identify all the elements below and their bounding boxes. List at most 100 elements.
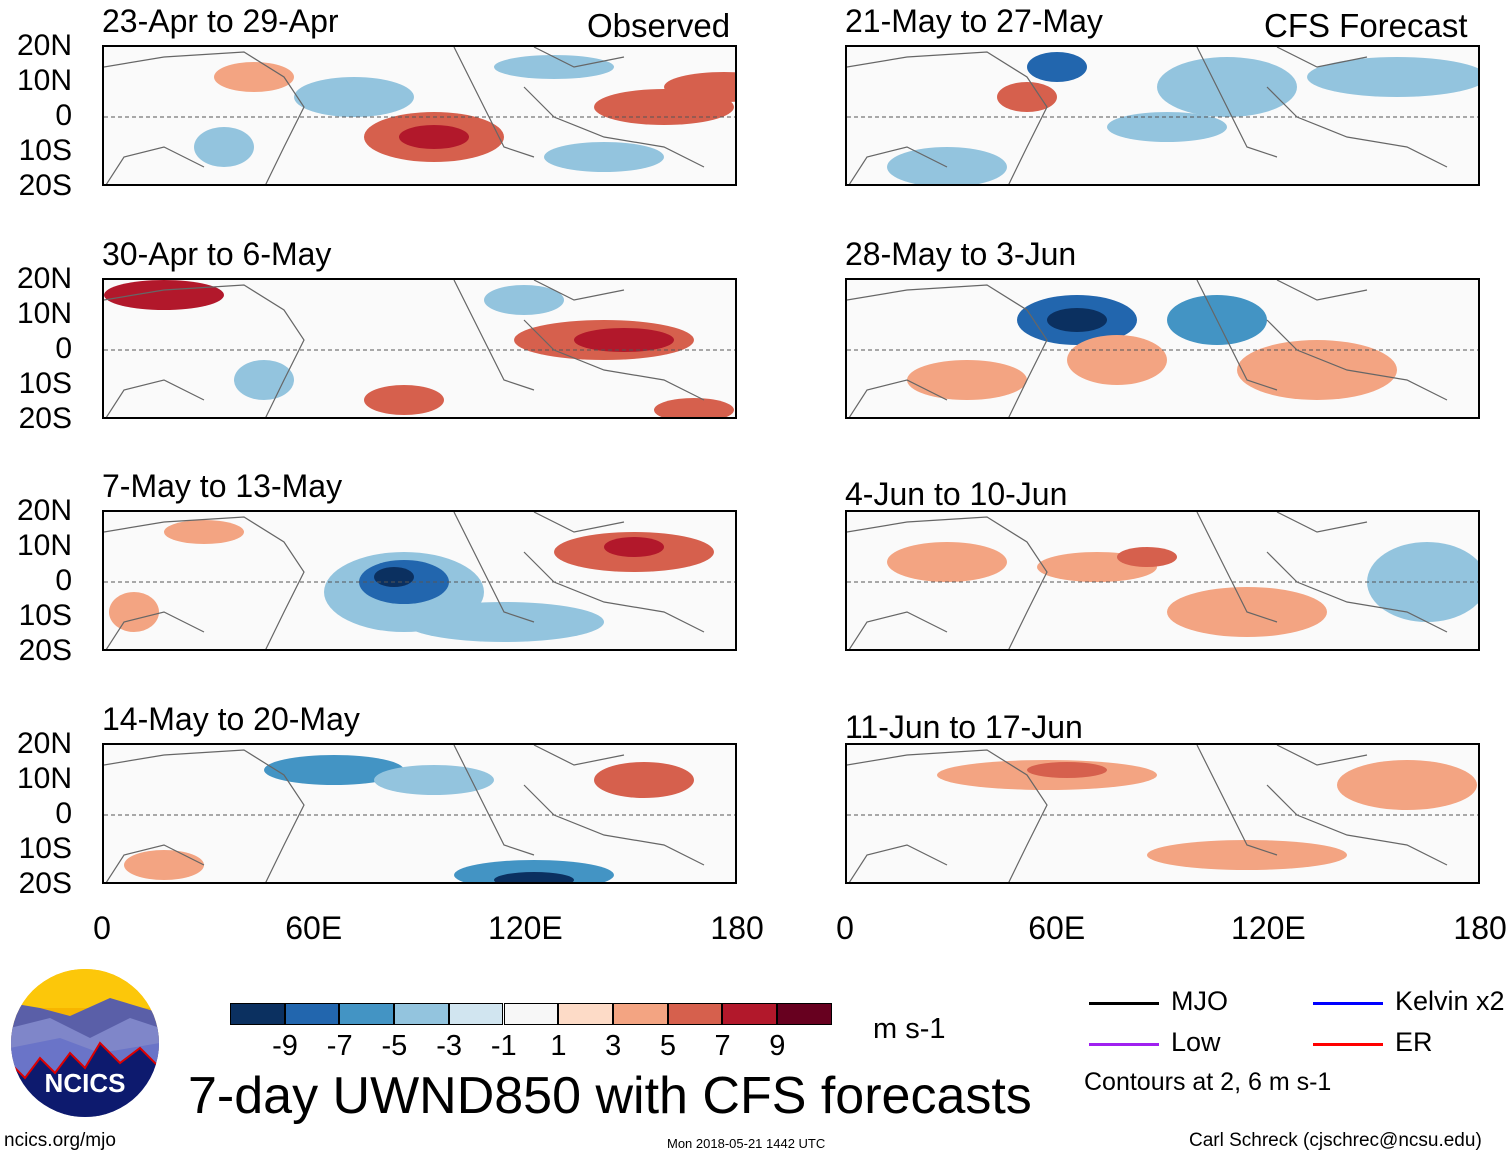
anomaly-shading [194, 127, 254, 167]
anomaly-shading [109, 592, 159, 632]
anomaly-shading [1237, 340, 1397, 400]
map-panel [845, 278, 1480, 419]
colorbar-swatch [339, 1003, 395, 1025]
coastline [847, 280, 1448, 417]
coastline [104, 512, 705, 649]
colorbar-swatch [667, 1003, 723, 1025]
anomaly-shading [124, 850, 204, 880]
legend-line-mjo [1089, 1002, 1159, 1005]
colorbar-label: -7 [326, 1030, 353, 1062]
anomaly-shading [364, 385, 444, 415]
coastline [847, 512, 1448, 649]
anomaly-shading [454, 860, 614, 882]
legend-line-kelvin [1313, 1002, 1383, 1005]
logo-text: NCICS [45, 1068, 126, 1098]
legend-label: Kelvin x2 [1395, 986, 1505, 1016]
panel-title: 21-May to 27-May [845, 3, 1103, 39]
footer-timestamp: Mon 2018-05-21 1442 UTC [667, 1136, 826, 1151]
forecast-label: CFS Forecast [1264, 7, 1468, 44]
panel-title: 11-Jun to 17-Jun [845, 709, 1083, 745]
lat-label: 20N [16, 727, 72, 760]
anomaly-shading [664, 72, 735, 102]
footer-author: Carl Schreck (cjschrec@ncsu.edu) [1189, 1130, 1482, 1151]
lat-label: 10S [18, 367, 72, 400]
anomaly-shading [234, 360, 294, 400]
panel-title: 28-May to 3-Jun [845, 236, 1077, 272]
colorbar-swatch [558, 1003, 613, 1025]
anomaly-shading [887, 147, 1007, 184]
anomaly-shading [654, 398, 734, 417]
anomaly-shading [604, 537, 664, 557]
anomaly-shading [1027, 52, 1087, 82]
colorbar-label: 1 [550, 1030, 567, 1062]
lat-label: 0 [55, 99, 72, 132]
colorbar-label: 7 [714, 1030, 731, 1062]
lat-label: 20S [18, 402, 72, 435]
anomaly-shading [494, 55, 614, 79]
legend-label: MJO [1171, 986, 1228, 1016]
map-panel [102, 510, 737, 651]
map-panel [845, 510, 1480, 651]
anomaly-shading [214, 62, 294, 92]
anomaly-shading [1067, 335, 1167, 385]
coastline [104, 280, 705, 417]
lon-label: 180 [710, 910, 764, 946]
anomaly-shading [544, 142, 664, 172]
lon-label: 120E [488, 910, 563, 946]
colorbar-label: 9 [769, 1030, 786, 1062]
lat-label: 10S [18, 599, 72, 632]
anomaly-shading [574, 328, 674, 352]
anomaly-shading [1307, 57, 1478, 97]
anomaly-shading [1047, 308, 1107, 332]
colorbar-swatch [612, 1003, 668, 1025]
anomaly-shading [1337, 760, 1477, 810]
figure-title: 7-day UWND850 with CFS forecasts [188, 1067, 1032, 1125]
lon-label: 180 [1453, 910, 1507, 946]
ncics-logo: NCICS [10, 968, 160, 1118]
anomaly-shading [1147, 840, 1347, 870]
anomaly-shading [374, 765, 494, 795]
lat-label: 10N [16, 64, 72, 97]
anomaly-shading [1117, 547, 1177, 567]
map-panel [845, 45, 1480, 186]
anomaly-shading [399, 125, 469, 149]
colorbar-label: 5 [659, 1030, 676, 1062]
map-panel [102, 743, 737, 884]
footer-url[interactable]: ncics.org/mjo [4, 1130, 116, 1151]
anomaly-shading [264, 755, 404, 785]
anomaly-shading [374, 567, 414, 587]
colorbar-swatch [777, 1003, 832, 1025]
lat-label: 0 [55, 564, 72, 597]
lat-label: 20S [18, 867, 72, 900]
lat-label: 10S [18, 832, 72, 865]
lat-label: 10S [18, 134, 72, 167]
coastline [104, 47, 705, 184]
colorbar-label: -9 [272, 1030, 298, 1062]
colorbar-swatch [448, 1003, 504, 1025]
coastline [847, 745, 1448, 882]
lat-label: 20S [18, 169, 72, 202]
anomaly-shading [164, 520, 244, 544]
map-panel [102, 278, 737, 419]
lon-label: 0 [93, 910, 111, 946]
observed-label: Observed [587, 7, 731, 44]
colorbar-swatch [503, 1003, 559, 1025]
panel-title: 7-May to 13-May [102, 468, 343, 504]
lat-label: 0 [55, 797, 72, 830]
colorbar-swatch [722, 1003, 777, 1025]
colorbar-label: -3 [436, 1030, 462, 1062]
anomaly-shading [1157, 57, 1297, 117]
lon-label: 60E [1028, 910, 1086, 946]
colorbar-label: -5 [381, 1030, 408, 1062]
anomaly-shading [484, 285, 564, 315]
anomaly-shading [104, 280, 224, 310]
lon-label: 120E [1231, 910, 1306, 946]
lon-label: 0 [836, 910, 854, 946]
coastline [104, 745, 705, 882]
colorbar-swatch [284, 1003, 340, 1025]
lat-label: 20N [16, 262, 72, 295]
anomaly-shading [404, 602, 604, 642]
colorbar-swatch [230, 1003, 285, 1025]
legend-label: ER [1395, 1027, 1433, 1057]
lat-label: 20S [18, 634, 72, 667]
